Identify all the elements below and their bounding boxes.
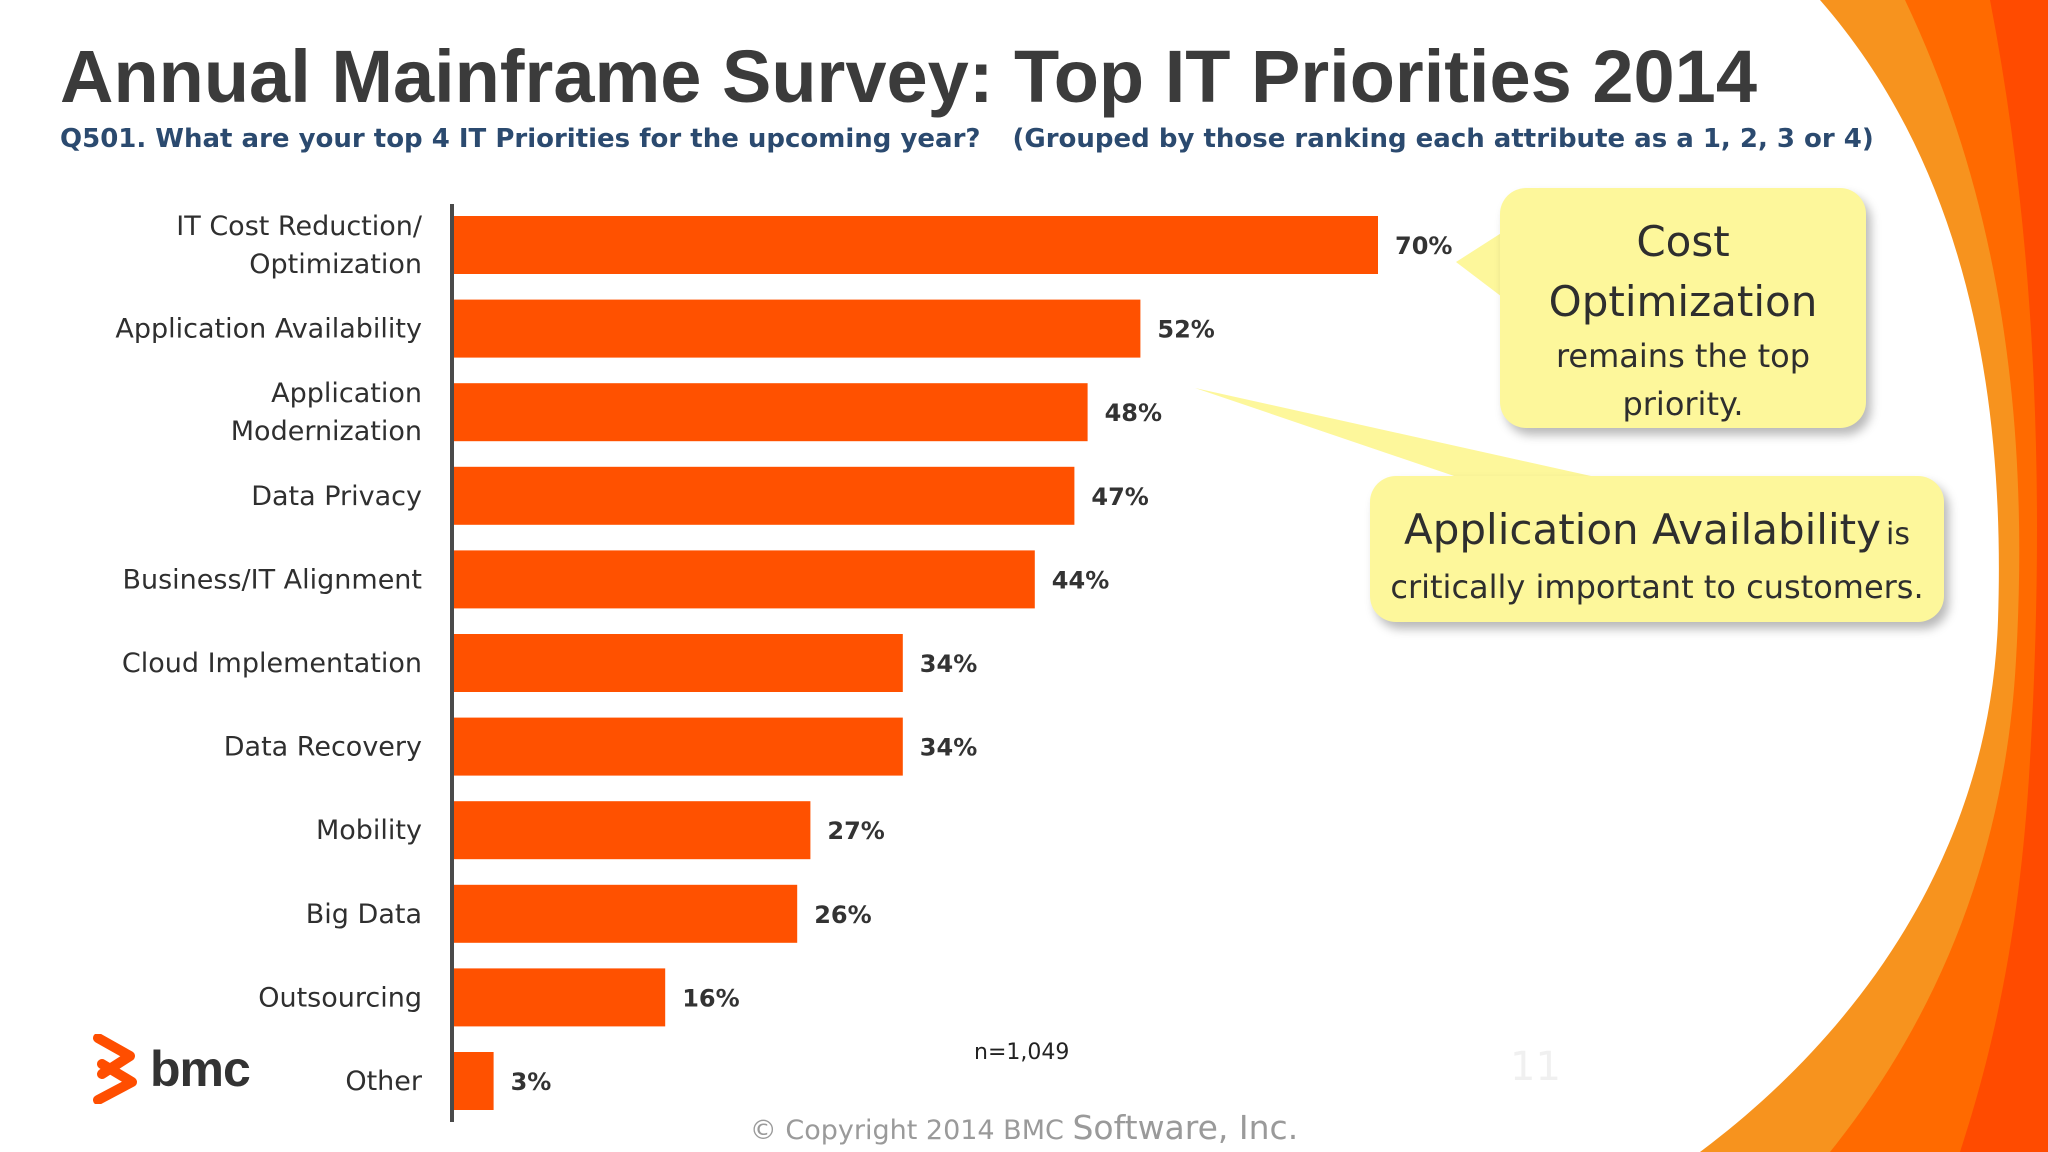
availability-callout-body: critically important to customers. xyxy=(1390,568,1924,606)
category-label-9: Outsourcing xyxy=(258,982,422,1013)
bar-10 xyxy=(454,1052,494,1110)
category-label-2-line-0: Application xyxy=(271,378,422,409)
value-label-3: 47% xyxy=(1091,483,1148,511)
category-label-8: Big Data xyxy=(306,899,422,930)
category-label-10: Other xyxy=(345,1066,423,1097)
category-label-7: Mobility xyxy=(316,815,422,846)
category-label-6: Data Recovery xyxy=(224,732,422,763)
value-label-5: 34% xyxy=(920,650,977,678)
cost-callout-body: remains the top priority. xyxy=(1555,337,1811,423)
grouping-note: (Grouped by those ranking each attribute… xyxy=(1012,124,1874,154)
category-label-5: Cloud Implementation xyxy=(122,648,422,679)
copyright-notice: © Copyright 2014 BMC Software, Inc. xyxy=(0,1108,2048,1147)
value-label-4: 44% xyxy=(1052,566,1109,594)
survey-question: Q501. What are your top 4 IT Priorities … xyxy=(60,124,1874,154)
bmc-chevron-icon xyxy=(93,1034,137,1104)
availability-callout-suffix: is xyxy=(1886,517,1910,552)
bmc-logo: bmc xyxy=(92,1032,251,1106)
value-label-2: 48% xyxy=(1105,399,1162,427)
bar-8 xyxy=(454,884,798,943)
availability-callout: Application Availability is critically i… xyxy=(1370,476,1944,622)
value-label-8: 26% xyxy=(814,901,871,929)
sample-size-label: n=1,049 xyxy=(974,1040,1070,1065)
value-label-10: 3% xyxy=(511,1068,552,1096)
category-label-0-line-1: Optimization xyxy=(249,249,422,280)
bar-7 xyxy=(454,801,811,860)
value-label-6: 34% xyxy=(920,734,977,762)
copyright-text: © Copyright 2014 BMC xyxy=(749,1115,1064,1146)
category-label-2-line-1: Modernization xyxy=(231,416,422,447)
bmc-logo-text: bmc xyxy=(150,1041,251,1097)
category-label-0-line-0: IT Cost Reduction/ xyxy=(176,211,423,242)
bar-2 xyxy=(454,383,1088,442)
bar-9 xyxy=(454,968,666,1027)
value-label-1: 52% xyxy=(1157,316,1214,344)
category-label-3: Data Privacy xyxy=(251,481,422,512)
cost-optimization-callout: Cost Optimization remains the top priori… xyxy=(1500,188,1866,428)
availability-callout-line1: Application Availability is xyxy=(1370,504,1944,565)
page-number: 11 xyxy=(1510,1044,1561,1090)
cost-callout-title: Cost Optimization xyxy=(1548,217,1818,326)
value-label-9: 16% xyxy=(682,984,739,1012)
bar-3 xyxy=(454,466,1075,525)
value-label-7: 27% xyxy=(827,817,884,845)
bar-4 xyxy=(454,550,1035,609)
availability-callout-title: Application Availability xyxy=(1403,505,1881,554)
category-label-1: Application Availability xyxy=(115,314,422,345)
bar-6 xyxy=(454,717,903,776)
bar-1 xyxy=(454,299,1141,358)
copyright-company: Software, Inc. xyxy=(1072,1108,1299,1147)
value-label-0: 70% xyxy=(1395,232,1452,260)
category-label-4: Business/IT Alignment xyxy=(122,564,422,595)
slide-title: Annual Mainframe Survey: Top IT Prioriti… xyxy=(60,35,1757,118)
question-text: Q501. What are your top 4 IT Priorities … xyxy=(60,124,981,154)
bar-0 xyxy=(454,216,1378,274)
bar-5 xyxy=(454,634,903,692)
